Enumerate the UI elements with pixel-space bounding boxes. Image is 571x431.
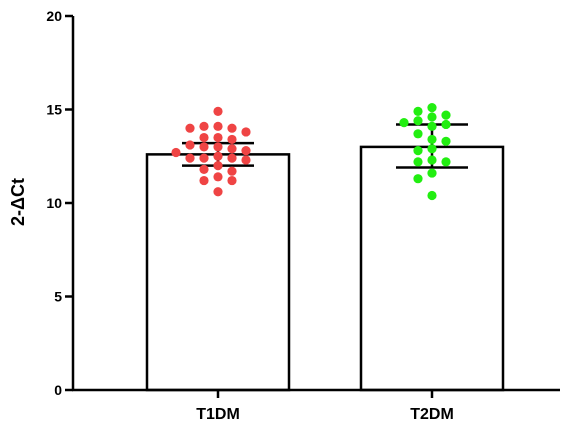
data-point-t1dm <box>199 121 209 131</box>
data-point-t1dm <box>213 172 223 182</box>
y-tick-label-5: 5 <box>54 289 62 305</box>
data-point-t1dm <box>241 146 251 156</box>
data-point-t1dm <box>213 187 223 197</box>
data-point-t2dm <box>441 157 451 167</box>
data-point-t1dm <box>227 123 237 133</box>
data-point-t2dm <box>427 134 437 145</box>
data-point-t1dm <box>199 132 209 143</box>
data-point-t1dm <box>185 140 195 150</box>
y-axis-title: 2-ΔCt <box>8 178 28 226</box>
points-layer <box>171 103 451 201</box>
data-point-t1dm <box>227 144 237 154</box>
data-point-t1dm <box>171 147 181 158</box>
data-point-t2dm <box>399 117 409 128</box>
data-point-t2dm <box>427 103 437 113</box>
data-point-t1dm <box>241 155 251 165</box>
data-point-t2dm <box>413 116 423 126</box>
data-point-t2dm <box>441 136 451 146</box>
data-point-t1dm <box>199 142 209 152</box>
data-point-t2dm <box>441 110 451 120</box>
y-tick-label-10: 10 <box>46 195 62 211</box>
axes: 0 5 10 15 20 T1DM T2DM <box>46 8 560 423</box>
data-point-t1dm <box>199 153 209 163</box>
data-point-t2dm <box>427 112 437 122</box>
data-point-t1dm <box>213 161 223 171</box>
data-point-t1dm <box>213 151 223 161</box>
data-point-t1dm <box>185 123 195 133</box>
data-point-t2dm <box>413 174 423 184</box>
data-point-t2dm <box>427 190 437 201</box>
bar-t2dm <box>359 145 505 392</box>
x-tick-label-t1dm: T1DM <box>196 406 240 423</box>
data-point-t2dm <box>441 119 451 130</box>
data-point-t1dm <box>213 142 223 152</box>
data-point-t1dm <box>199 164 209 174</box>
data-point-t2dm <box>427 168 437 178</box>
data-point-t1dm <box>185 153 195 163</box>
data-point-t1dm <box>241 127 251 137</box>
data-point-t2dm <box>427 144 437 154</box>
data-point-t2dm <box>413 157 423 167</box>
data-point-t2dm <box>413 106 423 116</box>
y-tick-label-15: 15 <box>46 102 62 118</box>
x-tick-label-t2dm: T2DM <box>410 406 454 423</box>
data-point-t2dm <box>427 155 437 165</box>
data-point-t2dm <box>427 121 437 131</box>
data-point-t1dm <box>213 132 223 143</box>
y-tick-label-0: 0 <box>54 382 62 398</box>
data-point-t1dm <box>227 166 237 176</box>
y-tick-label-20: 20 <box>46 8 62 24</box>
data-point-t1dm <box>227 153 237 163</box>
data-point-t1dm <box>199 175 209 186</box>
data-point-t1dm <box>213 106 223 116</box>
data-point-t2dm <box>413 146 423 156</box>
data-point-t1dm <box>213 121 223 131</box>
data-point-t1dm <box>227 134 237 145</box>
data-point-t1dm <box>227 175 237 186</box>
data-point-t2dm <box>413 129 423 139</box>
